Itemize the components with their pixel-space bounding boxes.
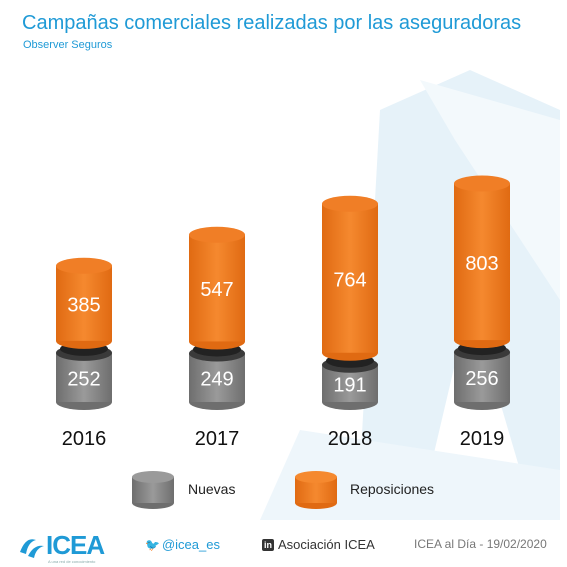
bar-reposiciones-2019 (454, 183, 510, 341)
footer: ICEA A una red de conocimiento 🐦 @icea_es… (0, 520, 567, 567)
x-tick-label-2019: 2019 (460, 428, 505, 450)
wave-icon (20, 539, 44, 558)
bar-reposiciones-top-2017 (189, 226, 245, 243)
bar-nuevas-2019 (454, 352, 510, 402)
data-label-nuevas-2019: 256 (465, 368, 498, 390)
chart-subtitle: Observer Seguros (23, 39, 113, 51)
data-label-nuevas-2016: 252 (67, 368, 100, 390)
icea-logo: ICEA A una red de conocimiento (18, 530, 108, 564)
data-label-reposiciones-2016: 385 (67, 294, 100, 316)
source-date: ICEA al Día - 19/02/2020 (414, 537, 547, 551)
bar-reposiciones-2016 (56, 265, 112, 341)
bar-reposiciones-2018 (322, 203, 378, 353)
twitter-link[interactable]: 🐦 @icea_es (145, 537, 220, 552)
data-label-nuevas-2018: 191 (333, 374, 366, 396)
legend-swatch-top-reposiciones (295, 471, 337, 483)
linkedin-name: Asociación ICEA (278, 537, 375, 552)
data-label-reposiciones-2018: 764 (333, 269, 366, 291)
data-label-reposiciones-2017: 547 (200, 279, 233, 301)
linkedin-icon: in (262, 539, 274, 551)
bar-nuevas-2017 (189, 353, 245, 402)
legend-label-reposiciones: Reposiciones (350, 481, 435, 497)
bar-reposiciones-top-2019 (454, 175, 510, 192)
bar-reposiciones-top-2016 (56, 257, 112, 274)
bar-reposiciones-top-2018 (322, 195, 378, 212)
data-label-reposiciones-2019: 803 (465, 253, 498, 275)
legend-label-nuevas: Nuevas (188, 481, 236, 497)
x-tick-label-2016: 2016 (62, 428, 107, 450)
x-tick-label-2018: 2018 (328, 428, 373, 450)
twitter-handle: @icea_es (161, 537, 220, 552)
logo-tagline: A una red de conocimiento (48, 559, 96, 564)
chart-title: Campañas comerciales realizadas por las … (22, 12, 522, 34)
bar-chart: 252 385 2016 249 547 2017 191 764 2018 256 803 2019 (56, 175, 510, 509)
bar-nuevas-2016 (56, 352, 112, 402)
logo-text: ICEA (46, 530, 105, 560)
linkedin-link[interactable]: in Asociación ICEA (262, 537, 375, 552)
data-label-nuevas-2017: 249 (200, 369, 233, 391)
legend-swatch-top-nuevas (132, 471, 174, 483)
bar-reposiciones-2017 (189, 234, 245, 342)
x-tick-label-2017: 2017 (195, 428, 240, 450)
twitter-icon: 🐦 (145, 538, 160, 552)
